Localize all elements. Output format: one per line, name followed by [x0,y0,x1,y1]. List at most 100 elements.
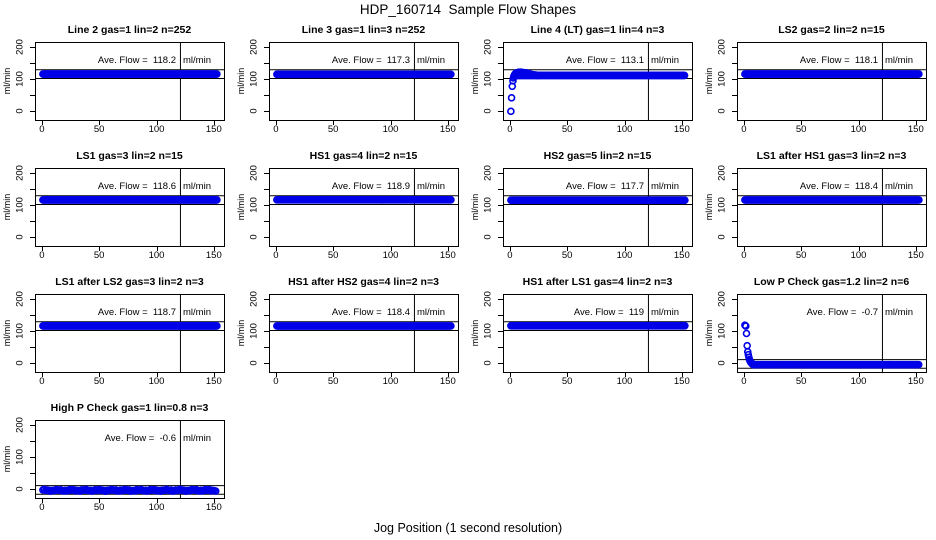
ave-flow-annotation: Ave. Flow = 119 [573,307,644,318]
flow-points [507,196,689,205]
y-tick-label: 0 [248,360,260,366]
y-tick-label: 200 [482,164,494,181]
plot-box: Ave. Flow = 118.6 ml/min [35,168,225,247]
subplot: HS2 gas=5 lin=2 n=15 Ave. Flow = 117.7 ml/… [468,144,702,270]
y-axis-unit-label: ml/min [2,67,12,95]
y-axis-tick [498,220,503,222]
y-axis-tick [30,172,35,174]
x-tick-label: 0 [273,124,279,135]
ave-flow-annotation: Ave. Flow = 118.6 [97,181,176,192]
subplot: HS1 after LS1 gas=4 lin=2 n=3 Ave. Flow =… [468,270,702,396]
y-tick-label: 200 [716,290,728,307]
plot-box: Ave. Flow = 118.7 ml/min [35,294,225,373]
ave-flow-annotation: Ave. Flow = 118.2 [97,55,176,66]
y-axis-unit-label: ml/min [470,319,480,347]
y-axis-tick [264,188,269,190]
y-axis-tick [264,172,269,174]
y-axis-tick [732,346,737,348]
y-axis-tick [732,204,737,206]
x-tick-label: 150 [205,376,222,387]
x-tick-label: 50 [561,250,573,261]
x-tick-label: 0 [39,502,45,513]
y-axis-unit-label: ml/min [704,193,714,221]
y-axis-tick [30,456,35,458]
x-axis-tick [567,247,569,251]
x-tick-label: 50 [93,124,105,135]
subplot: Low P Check gas=1.2 lin=2 n=6 Ave. Flow =… [702,270,936,396]
x-axis-tick [447,121,449,125]
y-tick-label: 200 [14,416,26,433]
y-axis-tick [264,62,269,64]
y-axis-tick [30,204,35,206]
y-axis-unit-label: ml/min [470,67,480,95]
y-axis-tick [264,110,269,112]
x-axis-tick [858,121,860,125]
x-axis-tick [743,373,745,377]
y-axis-tick [264,346,269,348]
y-tick-label: 0 [482,108,494,114]
x-axis-tick [858,373,860,377]
ave-flow-annotation: Ave. Flow = 118.1 [799,55,878,66]
y-axis-tick [30,46,35,48]
x-axis-tick [99,247,101,251]
y-axis-tick [498,298,503,300]
x-axis-tick [447,373,449,377]
y-axis-tick [498,62,503,64]
x-tick-label: 0 [741,376,747,387]
x-axis-tick [41,121,43,125]
subplot-title: HS1 after LS1 gas=4 lin=2 n=3 [522,276,673,288]
y-tick-label: 100 [14,70,26,87]
x-tick-label: 50 [93,376,105,387]
flow-points [273,322,455,330]
x-tick-label: 150 [439,250,456,261]
y-tick-label: 100 [248,196,260,213]
y-axis-tick [30,440,35,442]
y-axis-tick [264,220,269,222]
y-tick-label: 100 [14,322,26,339]
y-axis-tick [498,346,503,348]
ave-flow-annotation: Ave. Flow = -0.6 [104,433,176,444]
plot-canvas [36,421,224,498]
y-axis-unit-label: ml/min [470,193,480,221]
y-axis-tick [30,78,35,80]
x-tick-label: 0 [741,124,747,135]
y-axis-tick [30,236,35,238]
y-tick-label: 200 [14,164,26,181]
x-axis-tick [801,247,803,251]
y-axis-tick [732,362,737,364]
x-axis-tick [390,373,392,377]
y-tick-label: 0 [248,108,260,114]
x-tick-label: 0 [39,124,45,135]
flow-points [39,322,221,330]
x-axis-tick [213,499,215,503]
x-tick-label: 0 [273,250,279,261]
y-axis-tick [30,188,35,190]
x-axis-tick [509,373,511,377]
x-tick-label: 50 [561,124,573,135]
y-axis-tick [498,330,503,332]
y-axis-tick [498,46,503,48]
x-axis-tick [743,121,745,125]
x-axis-tick [390,247,392,251]
y-axis-tick [732,220,737,222]
x-axis-tick [915,121,917,125]
y-tick-label: 200 [482,38,494,55]
y-axis-tick [30,314,35,316]
x-tick-label: 50 [327,250,339,261]
x-tick-label: 150 [673,376,690,387]
y-axis-tick [264,78,269,80]
x-axis-tick [99,499,101,503]
y-axis-unit-label: ml/min [704,67,714,95]
y-axis-tick [264,330,269,332]
flow-unit-annotation: ml/min [885,307,913,318]
plot-box: Ave. Flow = -0.6 ml/min [35,420,225,499]
ave-flow-annotation: Ave. Flow = 118.4 [331,307,410,318]
x-axis-tick [275,121,277,125]
y-tick-label: 0 [14,486,26,492]
y-axis-tick [30,330,35,332]
x-tick-label: 0 [507,124,513,135]
y-tick-label: 200 [14,38,26,55]
y-axis-tick [732,78,737,80]
x-axis-tick [213,373,215,377]
x-tick-label: 100 [850,376,867,387]
